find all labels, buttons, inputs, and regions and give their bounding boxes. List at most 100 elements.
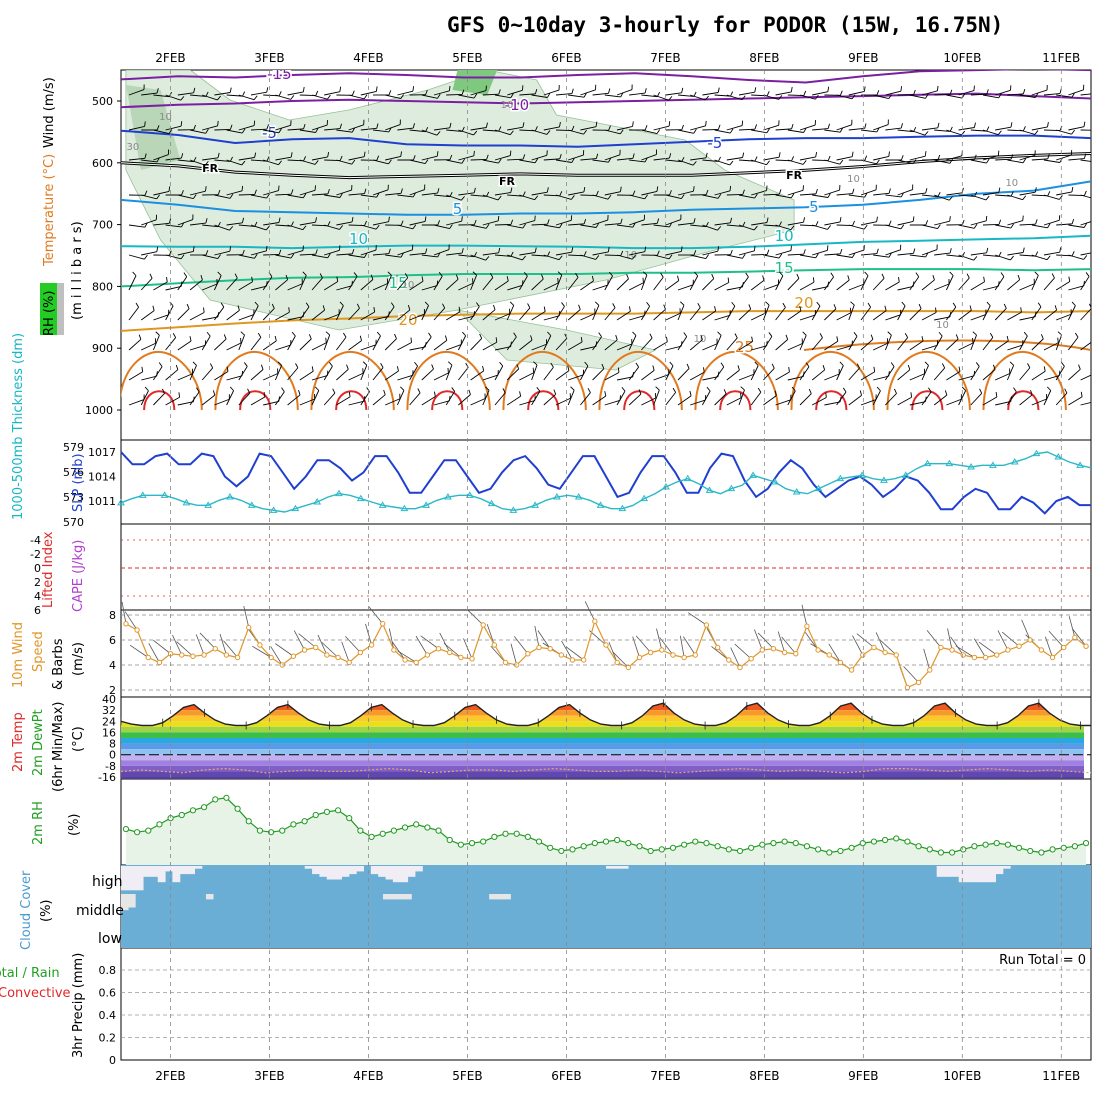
wind-barb-flag — [181, 190, 184, 196]
rh2m-point — [971, 843, 978, 850]
wind-barb — [177, 276, 188, 291]
wind-barb — [982, 305, 991, 321]
wind-barb — [275, 224, 292, 227]
wind-barb — [1068, 158, 1085, 161]
wind-barb-flag — [888, 252, 892, 258]
wind-barb — [141, 251, 157, 256]
wind-barb-flag — [839, 159, 844, 165]
cloud-cover-unit: (%) — [39, 900, 54, 923]
wind-barb-flag — [852, 252, 856, 258]
temp2m-band — [121, 749, 1084, 755]
rh2m-point — [948, 849, 956, 856]
cloud-cell-high — [988, 866, 996, 883]
wind-barb — [1043, 390, 1052, 406]
cloud-cell-high — [936, 866, 945, 877]
wind-barb-flag — [748, 304, 752, 310]
wind-barb — [738, 373, 755, 381]
cloud-level-low: low — [98, 931, 122, 947]
wind-barb — [336, 189, 352, 196]
wind-barb — [1068, 285, 1084, 291]
wind-barb — [775, 194, 792, 199]
temp2m-unit: (°C) — [71, 726, 86, 752]
wind-barb — [824, 221, 841, 226]
wind-barb — [336, 336, 347, 351]
wind-barb — [385, 192, 402, 196]
rh-contour-label: 10 — [402, 280, 415, 291]
wind10m-point — [703, 622, 710, 628]
wind-barb — [214, 338, 227, 351]
wind10m-barb — [903, 666, 919, 683]
date-label-top: 11FEB — [1042, 51, 1080, 65]
wind-barb-flag — [785, 334, 789, 340]
wind-barb-flag — [729, 160, 734, 166]
wind-barb-flag — [351, 90, 355, 96]
thickness-marker — [509, 506, 518, 513]
wind-barb-flag — [595, 190, 599, 196]
rh2m-point — [435, 827, 442, 834]
wind-barb-flag — [438, 272, 443, 277]
wind-barb — [1006, 365, 1015, 381]
isotherm-20 — [121, 310, 1091, 332]
rh2m-point — [569, 846, 576, 853]
wind-barb-flag — [437, 188, 440, 194]
isotherm-label: 20 — [794, 294, 813, 312]
wind-barb-flag — [949, 126, 953, 132]
wind-barb — [409, 346, 426, 351]
wind-barb-flag — [1096, 158, 1098, 162]
temp2m-ytick: 40 — [102, 693, 116, 706]
temp2m-ytick: -16 — [98, 771, 116, 784]
wind-barb — [812, 286, 828, 291]
wind-barb — [275, 193, 292, 196]
wind-barb — [348, 193, 365, 196]
wind-barb-flag — [388, 90, 392, 96]
temp2m-band — [121, 777, 1084, 779]
date-label-top: 5FEB — [452, 51, 482, 65]
wind-barb — [604, 307, 616, 321]
wind-barb-flag — [497, 195, 502, 201]
wind-barb-flag — [152, 305, 155, 311]
wind-barb — [641, 154, 657, 161]
wind-barb — [1019, 154, 1036, 161]
wind-barb — [1080, 401, 1091, 406]
wind-barb — [226, 390, 235, 406]
isotherm-30-loop — [815, 390, 848, 411]
rh-contour-label: 10 — [501, 100, 514, 111]
wind-barb — [995, 89, 1011, 96]
wind-barb-flag — [766, 249, 770, 255]
wind-barb-flag — [791, 156, 795, 162]
wind-barb-flag — [827, 225, 831, 230]
wind-barb-flag — [541, 274, 544, 280]
wind-barb — [1093, 255, 1100, 256]
wind-barb-flag — [522, 223, 526, 229]
wind-barb — [446, 194, 462, 201]
isotherm-30-loop — [719, 390, 752, 411]
wind-barb — [958, 194, 975, 197]
cloud-cell-high — [400, 866, 409, 883]
wind-barb — [555, 93, 572, 96]
panel-frame-1 — [120, 439, 1092, 525]
rh2m-point — [234, 805, 241, 812]
wind-barb-flag — [955, 334, 959, 340]
wind-barb-flag — [485, 223, 490, 229]
wind-barb — [433, 249, 450, 256]
wind-barb-flag — [705, 254, 709, 259]
rh2m-point — [457, 841, 464, 848]
wind-barb-flag — [1047, 191, 1051, 197]
wind-barb — [738, 276, 749, 291]
wind-barb — [909, 155, 926, 161]
li-ytick: -2 — [30, 548, 41, 561]
rh2m-point — [357, 827, 364, 834]
wind-barb — [470, 306, 480, 321]
wind-barb — [690, 157, 707, 161]
wind-barb — [885, 314, 901, 321]
wind10m-barb — [565, 646, 584, 661]
wind-barb-flag — [754, 245, 756, 251]
rh2m-point — [859, 840, 866, 847]
wind-barb — [226, 190, 243, 196]
wind-barb-flag — [186, 303, 190, 309]
wind-barb-flag — [948, 196, 953, 201]
wind-barb-flag — [461, 248, 464, 254]
wind-barb-flag — [985, 215, 988, 221]
thickness-marker — [596, 501, 605, 508]
wind-barb — [738, 91, 755, 96]
